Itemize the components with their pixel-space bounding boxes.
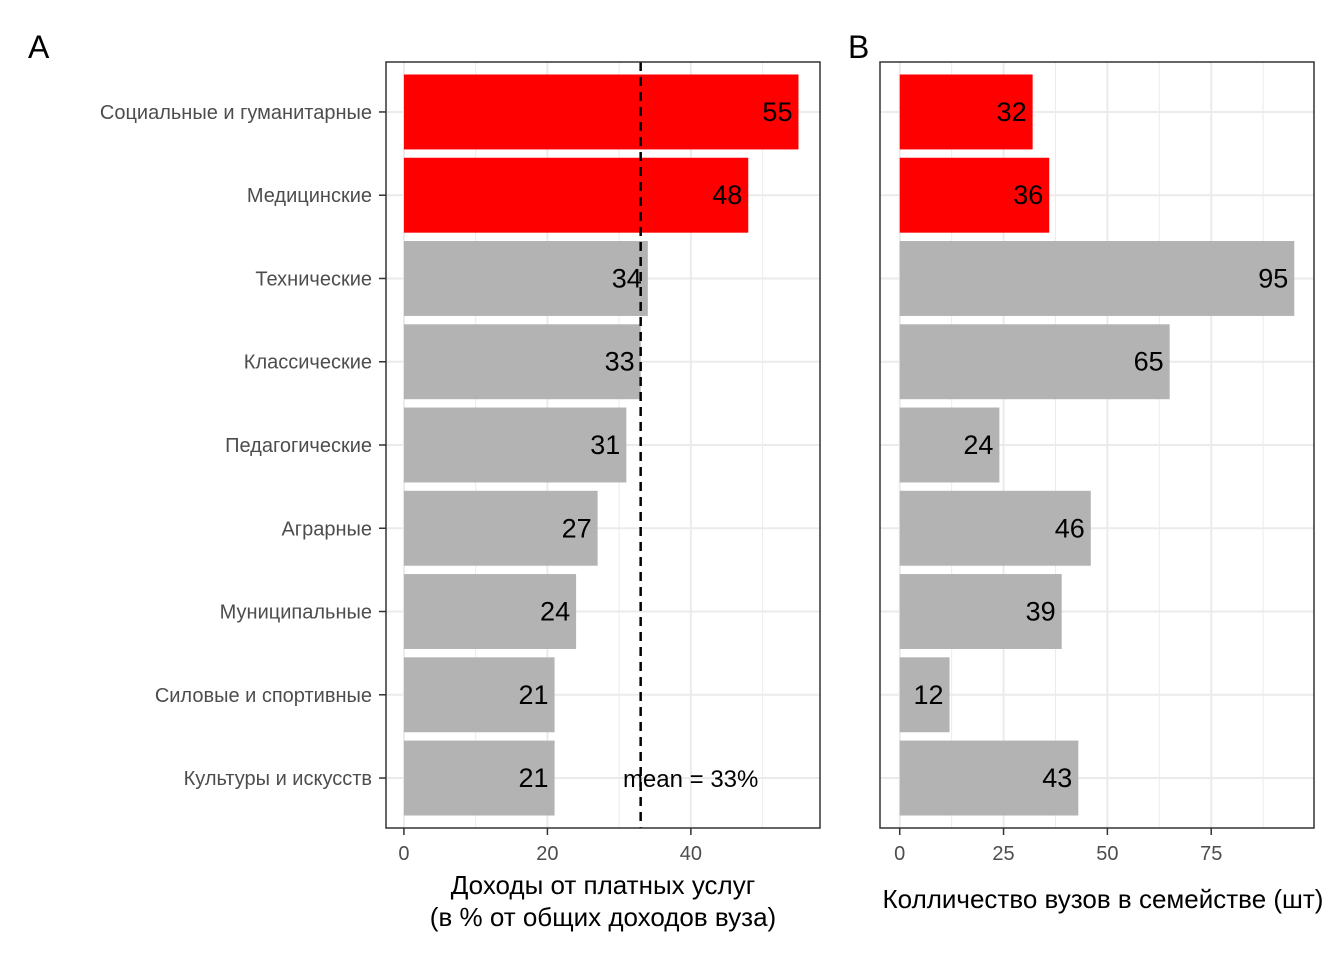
bar-6 [403,574,577,649]
bar-value-label-3: 65 [1134,347,1164,377]
category-label-5: Аграрные [281,518,372,540]
panel-border-B [879,61,1315,829]
bar-3 [899,324,1170,400]
bar-8 [403,740,555,816]
bar-7 [899,657,950,733]
bar-value-label-5: 46 [1055,513,1085,543]
category-label-8: Культуры и искусств [184,768,372,790]
bar-0 [899,74,1033,150]
bar-value-label-0: 55 [762,97,792,127]
bar-value-label-4: 24 [963,430,993,460]
bar-1 [899,157,1050,233]
bar-value-label-6: 39 [1026,597,1056,627]
bar-value-label-8: 21 [519,763,549,793]
x-tick-label-2: 50 [1096,843,1118,865]
x-tick-label-0: 0 [398,843,409,865]
bar-value-label-2: 95 [1258,263,1288,293]
panel-tag-A: A [28,29,50,65]
bar-4 [403,407,627,483]
bar-value-label-7: 12 [914,680,944,710]
bar-5 [403,490,598,566]
category-label-3: Классические [244,352,372,374]
bar-7 [403,657,555,733]
x-tick-label-2: 40 [680,843,702,865]
bar-5 [899,490,1091,566]
x-axis-title-line1: Доходы от платных услуг [451,870,755,900]
bar-4 [899,407,1000,483]
category-label-2: Технические [255,268,372,290]
bar-1 [403,157,749,233]
category-label-6: Муниципальные [220,602,372,624]
bar-8 [899,740,1079,816]
x-tick-label-3: 75 [1200,843,1222,865]
bar-value-label-6: 24 [540,597,570,627]
bar-2 [899,241,1295,316]
bar-0 [403,74,799,150]
bar-value-label-3: 33 [605,347,635,377]
bar-value-label-1: 36 [1013,180,1043,210]
x-tick-label-1: 20 [536,843,558,865]
bar-value-label-7: 21 [519,680,549,710]
x-tick-label-1: 25 [992,843,1014,865]
bar-value-label-4: 31 [590,430,620,460]
category-label-1: Медицинские [247,185,372,207]
bar-value-label-2: 34 [612,263,642,293]
category-label-0: Социальные и гуманитарные [100,102,372,124]
x-tick-label-0: 0 [894,843,905,865]
x-axis-title: Колличество вузов в семействе (шт) [883,884,1324,914]
bar-2 [403,241,648,316]
x-axis-title-line2: (в % от общих доходов вуза) [430,902,776,932]
bar-value-label-1: 48 [712,180,742,210]
bar-value-label-5: 27 [562,513,592,543]
bar-6 [899,574,1062,649]
mean-line-label: mean = 33% [623,766,758,793]
category-label-7: Силовые и спортивные [155,685,372,707]
bar-value-label-0: 32 [997,97,1027,127]
category-label-4: Педагогические [225,435,372,457]
bar-3 [403,324,641,400]
panel-tag-B: B [848,29,869,65]
bar-value-label-8: 43 [1042,763,1072,793]
